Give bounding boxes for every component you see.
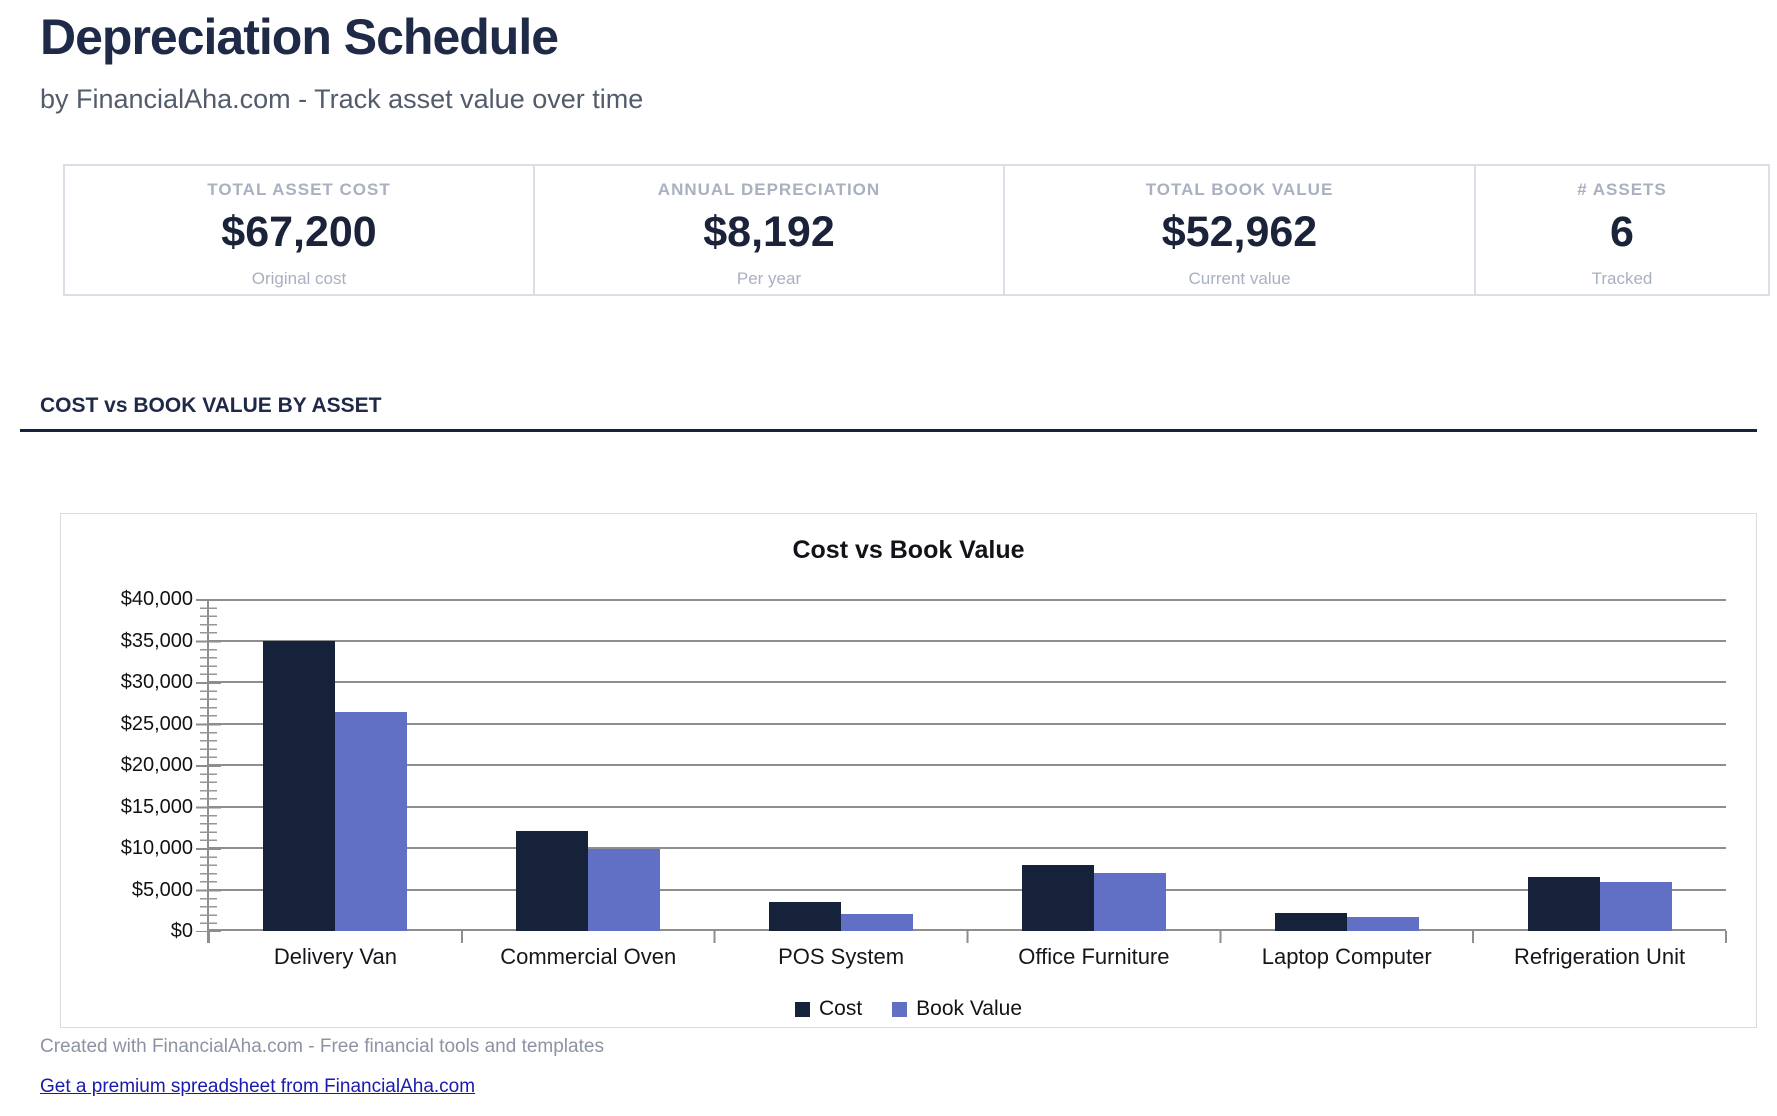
- bar-group-pos-system: [715, 599, 968, 931]
- legend-swatch-book-value: [892, 1001, 908, 1017]
- bar-group-office-furniture: [967, 599, 1220, 931]
- bar-cost: [1274, 912, 1347, 931]
- category-label-pos-system: POS System: [778, 944, 905, 969]
- bar-cost: [263, 640, 336, 931]
- stat-card-total-asset-cost: TOTAL ASSET COST $67,200 Original cost: [65, 166, 535, 294]
- ytick-label: $30,000: [120, 671, 193, 693]
- bar-cost: [1021, 864, 1094, 931]
- stat-card-num-assets: # ASSETS 6 Tracked: [1476, 166, 1768, 294]
- gridline: [209, 681, 1726, 683]
- stat-value: $8,192: [703, 208, 835, 256]
- stat-label: TOTAL BOOK VALUE: [1145, 180, 1334, 199]
- page-subtitle: by FinancialAha.com - Track asset value …: [40, 84, 644, 114]
- bar-cost: [516, 831, 589, 931]
- stat-card-total-book-value: TOTAL BOOK VALUE $52,962 Current value: [1005, 166, 1476, 294]
- bar-book-value: [1599, 882, 1672, 931]
- legend-label: Book Value: [916, 997, 1023, 1020]
- page-title: Depreciation Schedule: [40, 9, 559, 65]
- footer-credit: Created with FinancialAha.com - Free fin…: [40, 1036, 604, 1057]
- category-label-commercial-oven: Commercial Oven: [500, 944, 677, 969]
- stat-label: # ASSETS: [1577, 180, 1667, 199]
- ytick-label: $15,000: [120, 795, 193, 818]
- category-label-refrigeration-unit: Refrigeration Unit: [1513, 944, 1686, 969]
- legend-item-cost: Cost: [794, 997, 863, 1021]
- bar-cost: [769, 901, 842, 931]
- bar-book-value: [1093, 872, 1166, 931]
- stat-sublabel: Current value: [1188, 269, 1291, 288]
- bar-group-refrigeration-unit: [1473, 599, 1726, 931]
- ytick-label: $35,000: [120, 629, 193, 652]
- gridline: [209, 889, 1726, 891]
- x-axis-ticks: [208, 931, 1728, 943]
- stat-value: $52,962: [1161, 208, 1318, 256]
- bar-group-laptop-computer: [1220, 599, 1473, 931]
- ytick-label: $20,000: [120, 754, 193, 776]
- stat-sublabel: Tracked: [1591, 269, 1653, 288]
- ytick-label: $0: [170, 920, 193, 942]
- stat-sublabel: Per year: [736, 269, 802, 288]
- bar-book-value: [588, 848, 661, 931]
- x-axis-labels: Delivery Van Commercial Oven POS System Off…: [209, 944, 1726, 970]
- bar-book-value: [1346, 917, 1419, 931]
- section-title: COST vs BOOK VALUE BY ASSET: [40, 394, 382, 417]
- category-label-laptop-computer: Laptop Computer: [1261, 944, 1432, 969]
- gridline: [209, 929, 1726, 931]
- chart-card: Cost vs Book Value $0 $5,000 $10,000 $15,00…: [60, 513, 1757, 1028]
- section-divider: [20, 429, 1757, 432]
- legend-label: Cost: [818, 997, 863, 1020]
- ytick-label: $10,000: [120, 837, 193, 859]
- stat-value: $67,200: [221, 208, 377, 256]
- chart-title: Cost vs Book Value: [792, 536, 1025, 564]
- bar-book-value: [841, 913, 914, 931]
- stat-card-annual-depreciation: ANNUAL DEPRECIATION $8,192 Per year: [535, 166, 1005, 294]
- gridline: [209, 806, 1726, 808]
- legend-swatch-cost: [794, 1001, 810, 1017]
- gridline: [209, 847, 1726, 849]
- gridline: [209, 599, 1726, 601]
- legend-item-book-value: Book Value: [892, 997, 1022, 1021]
- bar-row: [209, 599, 1726, 931]
- gridline: [209, 723, 1726, 725]
- stat-value: 6: [1610, 208, 1634, 256]
- ytick-label: $40,000: [120, 588, 193, 610]
- stat-label: ANNUAL DEPRECIATION: [657, 180, 881, 199]
- bar-cost: [1527, 877, 1600, 931]
- y-axis-major-ticks: [196, 599, 221, 932]
- ytick-label: $25,000: [120, 712, 193, 735]
- ytick-label: $5,000: [131, 878, 193, 901]
- bar-book-value: [335, 711, 408, 931]
- plot-area: [196, 599, 1726, 943]
- stats-cards: TOTAL ASSET COST $67,200 Original cost A…: [63, 164, 1770, 296]
- category-label-office-furniture: Office Furniture: [1018, 944, 1170, 969]
- bar-group-commercial-oven: [462, 599, 715, 931]
- gridline: [209, 640, 1726, 642]
- stat-label: TOTAL ASSET COST: [207, 180, 391, 199]
- gridline: [209, 764, 1726, 766]
- footer-link[interactable]: Get a premium spreadsheet from Financial…: [40, 1076, 476, 1097]
- y-axis-labels: $0 $5,000 $10,000 $15,000 $20,000 $25,000 $30,…: [61, 588, 193, 942]
- bar-group-delivery-van: [209, 599, 462, 931]
- stat-sublabel: Original cost: [251, 269, 347, 288]
- chart-legend: Cost Book Value: [61, 997, 1756, 1021]
- category-label-delivery-van: Delivery Van: [273, 944, 397, 969]
